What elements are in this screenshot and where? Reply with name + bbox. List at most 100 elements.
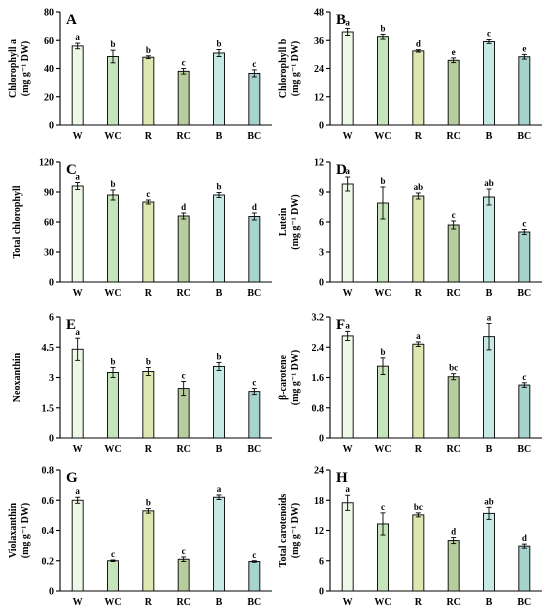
panel-letter: E [66, 317, 76, 333]
bar-w [341, 183, 354, 283]
y-axis-label: (mg g⁻¹ DW) [290, 350, 301, 406]
y-tick-label: 90 [44, 188, 54, 199]
bar-w [71, 499, 84, 592]
significance-letter: bc [414, 502, 423, 512]
significance-letter: c [182, 58, 186, 68]
y-tick-label: 0 [319, 121, 324, 132]
y-axis-label: Violaxanthin [8, 502, 19, 558]
panel-letter: F [336, 317, 345, 333]
significance-letter: a [416, 331, 421, 341]
y-axis-label: Total chlorophyll [12, 185, 23, 258]
significance-letter: c [381, 502, 385, 512]
significance-letter: b [146, 356, 151, 366]
y-tick-label: 4.5 [42, 343, 55, 354]
significance-letter: d [181, 202, 186, 212]
significance-letter: ab [414, 182, 424, 192]
y-tick-label: 0 [49, 278, 54, 289]
x-tick-label: BC [247, 131, 261, 142]
y-tick-label: 9 [319, 188, 324, 199]
y-tick-label: 12 [314, 526, 324, 537]
bar-r [142, 201, 155, 283]
bar-rc [447, 224, 460, 283]
significance-letter: a [75, 32, 80, 42]
significance-letter: b [146, 45, 151, 55]
bar-wc [107, 372, 119, 439]
bar-bc [518, 56, 531, 126]
significance-letter: c [252, 550, 256, 560]
x-tick-label: B [486, 444, 493, 455]
significance-letter: b [110, 179, 115, 189]
significance-letter: c [182, 371, 186, 381]
y-tick-label: 3 [319, 248, 324, 259]
significance-letter: a [75, 172, 80, 182]
x-tick-label: RC [176, 131, 190, 142]
x-tick-label: W [343, 444, 353, 455]
significance-letter: d [416, 39, 421, 49]
y-tick-label: 1.6 [312, 373, 325, 384]
significance-letter: c [487, 29, 491, 39]
significance-letter: a [75, 327, 80, 337]
bar-bc [248, 72, 261, 126]
x-tick-label: B [216, 444, 223, 455]
x-tick-label: B [486, 288, 493, 299]
x-tick-label: R [415, 444, 423, 455]
bar-b [483, 336, 495, 439]
bar-rc [177, 215, 190, 283]
significance-letter: b [110, 356, 115, 366]
panel-g: 0 0.2 0.4 0.6 0.8 a Wc WC b Rc RC a Bc BC G Violaxanthi… [8, 466, 272, 608]
y-tick-label: 6 [49, 313, 54, 324]
significance-letter: b [380, 176, 385, 186]
x-tick-label: B [486, 597, 493, 608]
panel-b: 0 12 24 36 48 a Wb WC d Re RC c Be BC B Chlorophyll b (m… [278, 8, 542, 142]
significance-letter: c [252, 59, 256, 69]
y-tick-label: 0.8 [312, 403, 325, 414]
y-tick-label: 20 [44, 92, 54, 103]
x-tick-label: W [343, 131, 353, 142]
significance-letter: b [216, 182, 221, 192]
bar-rc [177, 70, 190, 126]
x-tick-label: WC [374, 444, 391, 455]
y-tick-label: 30 [44, 248, 54, 259]
bar-rc [447, 540, 460, 592]
x-tick-label: WC [374, 131, 391, 142]
bar-b [483, 512, 495, 592]
significance-letter: a [217, 484, 222, 494]
bar-w [71, 348, 84, 439]
significance-letter: d [451, 527, 456, 537]
significance-letter: a [345, 320, 350, 330]
bar-b [213, 365, 225, 439]
bar-r [412, 50, 425, 126]
bar-bc [248, 216, 261, 283]
significance-letter: a [75, 486, 80, 496]
bar-rc [447, 59, 460, 126]
x-tick-label: BC [247, 597, 261, 608]
x-tick-label: W [73, 131, 83, 142]
bar-b [483, 40, 495, 126]
bar-b [483, 196, 495, 283]
bar-wc [107, 560, 119, 592]
panel-letter: H [336, 470, 348, 486]
bar-b [213, 496, 225, 592]
bar-wc [377, 365, 389, 439]
y-axis-label: (mg g⁻¹ DW) [290, 41, 301, 97]
y-axis-label: (mg g⁻¹ DW) [290, 503, 301, 559]
y-tick-label: 0 [319, 587, 324, 598]
x-tick-label: RC [446, 131, 460, 142]
y-tick-label: 2.4 [312, 343, 325, 354]
y-axis-label: Neoxanthin [12, 352, 23, 402]
significance-letter: ab [484, 178, 494, 188]
y-axis-label: (mg g⁻¹ DW) [20, 503, 31, 559]
bar-w [71, 185, 84, 283]
y-tick-label: 60 [44, 218, 54, 229]
y-axis-label: (mg g⁻¹ DW) [290, 194, 301, 250]
bar-b [213, 194, 225, 283]
significance-letter: a [487, 312, 492, 322]
significance-letter: c [111, 549, 115, 559]
y-tick-label: 0 [319, 278, 324, 289]
significance-letter: a [345, 17, 350, 27]
y-tick-label: 36 [314, 36, 324, 47]
panel-letter: B [336, 12, 346, 28]
y-tick-label: 1.5 [42, 403, 55, 414]
significance-letter: b [110, 39, 115, 49]
